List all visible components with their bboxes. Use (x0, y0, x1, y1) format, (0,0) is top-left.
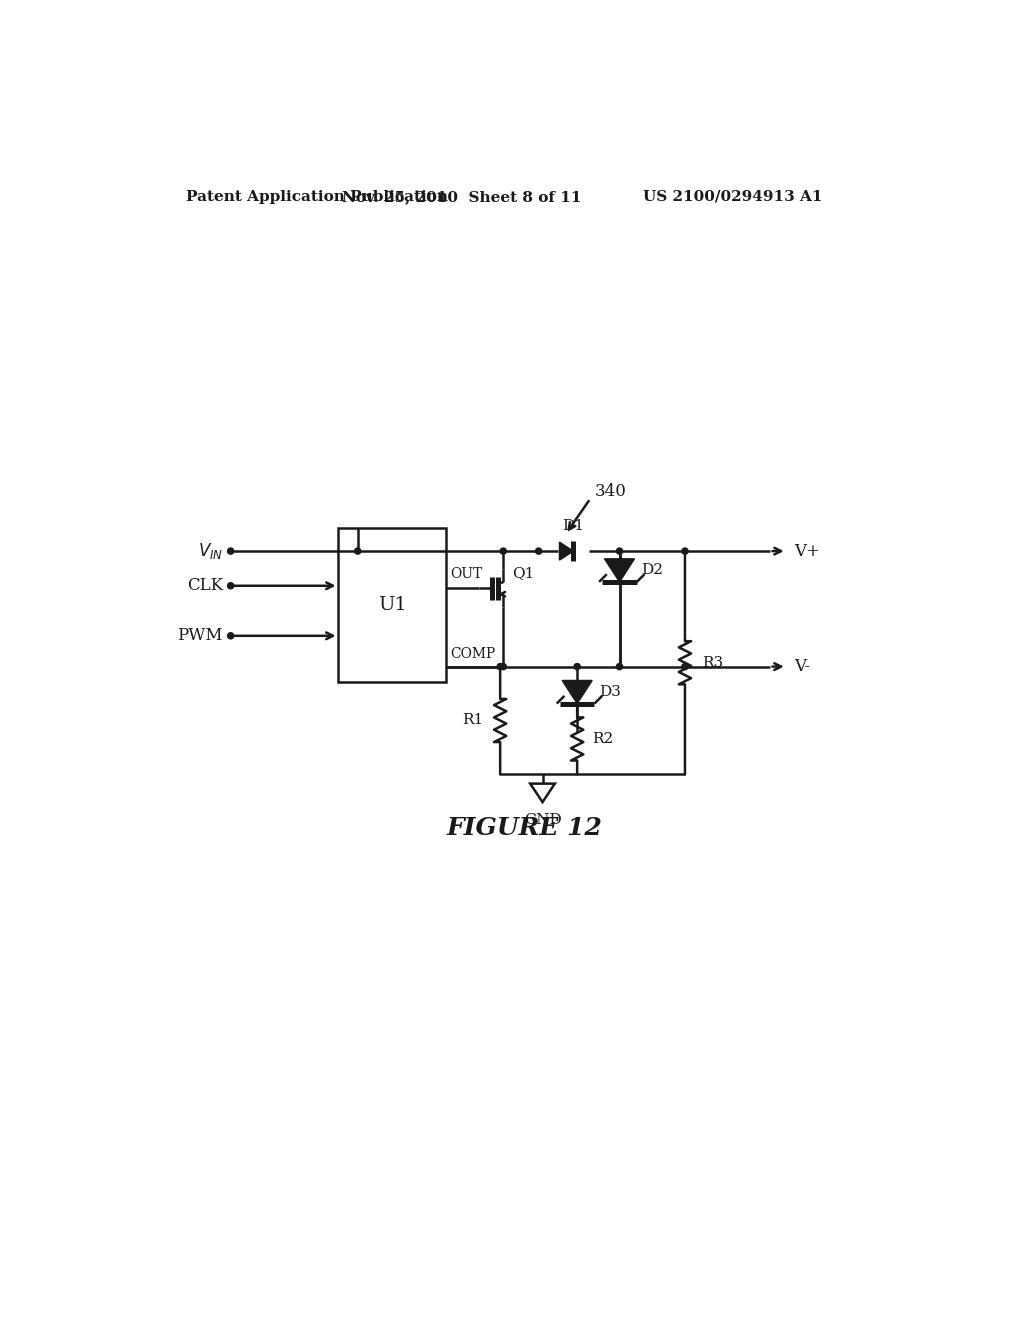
Text: Q1: Q1 (512, 566, 535, 579)
Text: D1: D1 (562, 519, 585, 533)
Text: FIGURE 12: FIGURE 12 (446, 816, 603, 841)
Text: R3: R3 (701, 656, 723, 669)
Circle shape (497, 664, 503, 669)
Circle shape (682, 548, 688, 554)
Text: COMP: COMP (451, 647, 496, 661)
Text: Patent Application Publication: Patent Application Publication (186, 190, 449, 203)
Circle shape (682, 664, 688, 669)
Circle shape (574, 664, 581, 669)
Text: R1: R1 (462, 714, 483, 727)
Bar (339, 528, 446, 682)
Circle shape (536, 548, 542, 554)
Circle shape (354, 548, 360, 554)
Circle shape (227, 632, 233, 639)
Circle shape (616, 664, 623, 669)
Text: US 2100/0294913 A1: US 2100/0294913 A1 (643, 190, 822, 203)
Text: V+: V+ (795, 543, 820, 560)
Text: OUT: OUT (451, 568, 482, 581)
Circle shape (500, 664, 506, 669)
Text: $V_{IN}$: $V_{IN}$ (198, 541, 223, 561)
Polygon shape (604, 558, 635, 582)
Polygon shape (562, 681, 592, 704)
Text: V-: V- (795, 659, 810, 675)
Polygon shape (530, 784, 555, 803)
Circle shape (500, 548, 506, 554)
Text: D3: D3 (599, 685, 621, 700)
Text: PWM: PWM (177, 627, 223, 644)
Text: R2: R2 (593, 733, 613, 746)
Text: D2: D2 (641, 564, 664, 577)
Circle shape (616, 548, 623, 554)
Text: 340: 340 (595, 483, 627, 499)
Circle shape (227, 548, 233, 554)
Text: U1: U1 (378, 597, 407, 614)
Text: Nov. 25, 2010  Sheet 8 of 11: Nov. 25, 2010 Sheet 8 of 11 (342, 190, 582, 203)
Circle shape (227, 582, 233, 589)
Text: CLK: CLK (186, 577, 223, 594)
Polygon shape (559, 543, 573, 560)
Text: GND: GND (523, 813, 561, 826)
